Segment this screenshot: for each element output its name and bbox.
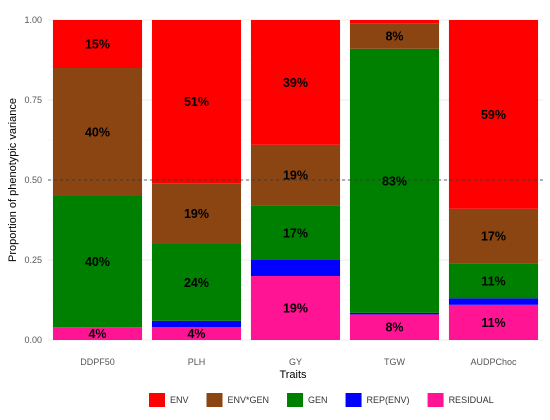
bars-layer: [52, 20, 539, 340]
bar-segment-gen: [250, 205, 341, 260]
bar-segment-env-gen: [448, 208, 539, 264]
bar-segment-env: [151, 20, 242, 184]
y-tick-label: 0.25: [24, 255, 42, 265]
bar-segment-rep-env-: [250, 260, 341, 276]
x-axis-title: Traits: [279, 369, 307, 381]
bar-segment-gen: [448, 263, 539, 299]
segment-label: 4%: [88, 327, 106, 341]
bar-segment-env: [52, 20, 143, 68]
segment-label: 59%: [481, 108, 506, 122]
x-tick-label: PLH: [188, 357, 206, 367]
bar-segment-gen: [52, 196, 143, 328]
bar-segment-residual: [151, 327, 242, 340]
bar-segment-rep-env-: [151, 320, 242, 328]
segment-label: 19%: [283, 169, 308, 183]
legend: ENV ENV*GEN GEN REP(ENV) RESIDUAL: [149, 393, 494, 407]
y-tick-label: 0.75: [24, 95, 42, 105]
x-tick-label: AUDPChoc: [470, 357, 517, 367]
segment-label: 39%: [283, 76, 308, 90]
segment-label: 11%: [481, 274, 505, 288]
legend-key: [345, 393, 362, 407]
y-tick-label: 1.00: [24, 15, 42, 25]
legend-entry: REP(ENV): [367, 395, 410, 405]
segment-label: 51%: [184, 95, 209, 109]
legend-entry: RESIDUAL: [449, 395, 494, 405]
bar-segment-gen: [151, 244, 242, 321]
segment-label: 24%: [184, 276, 209, 290]
segment-label: 83%: [382, 174, 407, 188]
segment-label: 8%: [385, 321, 403, 335]
bar-segment-env: [448, 20, 539, 209]
bar-segment-env-gen: [349, 23, 440, 49]
segment-label: 11%: [481, 316, 505, 330]
bar-segment-env-gen: [151, 183, 242, 244]
bar-segment-rep-env-: [448, 298, 539, 305]
segment-label: 40%: [85, 255, 110, 269]
segment-label: 40%: [85, 126, 110, 140]
x-tick-label: GY: [289, 357, 302, 367]
legend-key: [206, 393, 223, 407]
segment-label: 17%: [481, 230, 506, 244]
x-tick-label: TGW: [384, 357, 405, 367]
legend-key: [149, 393, 165, 407]
segment-labels-layer: 4% 40% 40% 15% 4% 24% 19% 51% 19% 17% 19% 39% 8% 83% 8…: [48, 30, 543, 341]
bar-segment-gen: [349, 48, 440, 313]
bar-segment-residual: [250, 276, 341, 340]
segment-label: 19%: [283, 302, 308, 316]
bar-segment-env: [349, 20, 440, 24]
bar-segment-residual: [52, 327, 143, 340]
x-tick-label: DDPF50: [80, 357, 115, 367]
segment-label: 4%: [187, 327, 205, 341]
y-tick-label: 0.50: [24, 175, 42, 185]
legend-key: [287, 393, 304, 407]
legend-entry: ENV*GEN: [228, 395, 270, 405]
segment-label: 15%: [85, 38, 110, 52]
legend-entry: GEN: [308, 395, 328, 405]
bar-segment-env-gen: [250, 144, 341, 206]
segment-label: 17%: [283, 226, 308, 240]
bar-segment-rep-env-: [349, 312, 440, 315]
bar-segment-residual: [448, 304, 539, 340]
bar-segment-env-gen: [52, 68, 143, 196]
y-tick-label: 0.00: [24, 335, 42, 345]
y-axis-title: Proportion of phenotypic variance: [7, 98, 19, 262]
axis-layer: 0.00 0.25 0.50 0.75 1.00 DDPF50 PLH GY TGW AUDPCh…: [24, 15, 517, 367]
legend-entry: ENV: [170, 395, 189, 405]
segment-label: 19%: [184, 207, 209, 221]
legend-key: [427, 393, 444, 407]
segment-label: 8%: [385, 30, 403, 44]
bar-segment-residual: [349, 314, 440, 340]
bar-segment-env: [250, 20, 341, 145]
